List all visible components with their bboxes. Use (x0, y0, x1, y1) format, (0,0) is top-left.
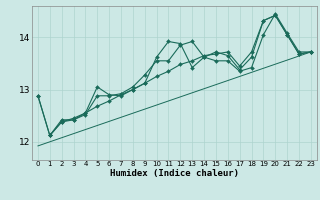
X-axis label: Humidex (Indice chaleur): Humidex (Indice chaleur) (110, 169, 239, 178)
